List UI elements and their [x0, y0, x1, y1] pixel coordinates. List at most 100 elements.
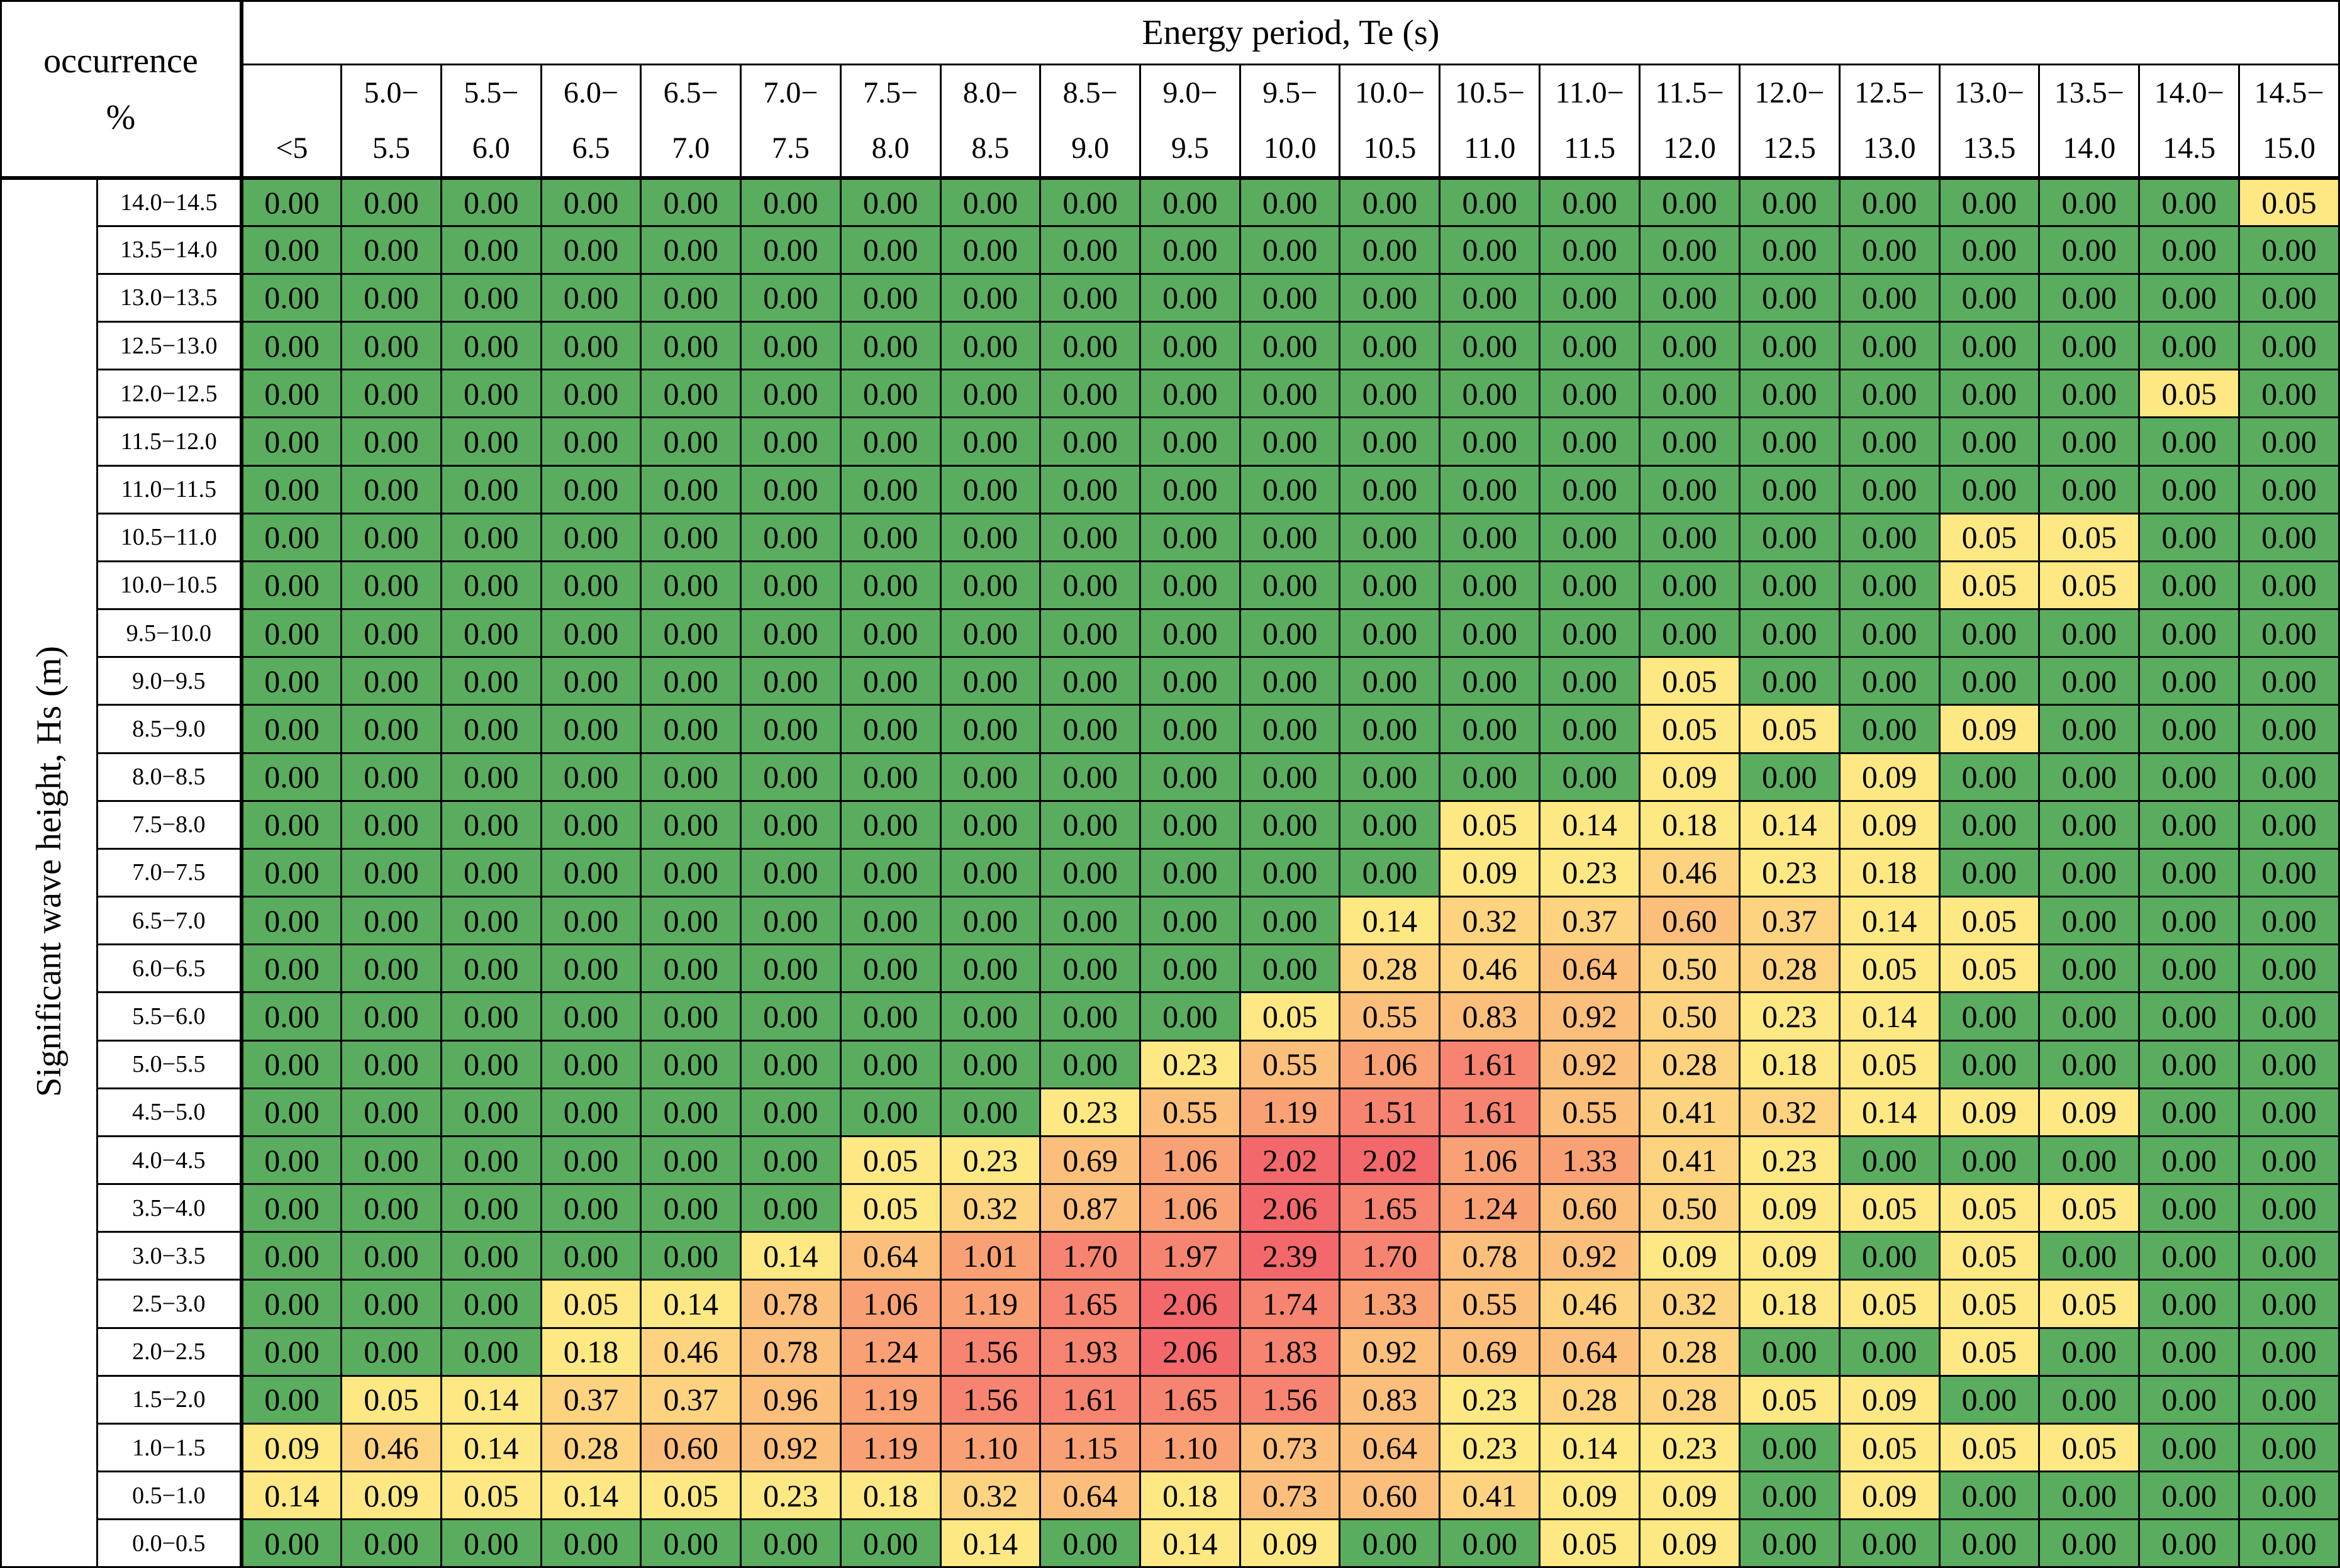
heatmap-cell: 0.00	[1539, 321, 1641, 371]
heatmap-cell: 0.00	[2138, 416, 2241, 467]
table-row: 6.0−6.5 0.00 0.00 0.00 0.00 0.00 0.00 0.00 0.00 0…	[1, 943, 2340, 994]
heatmap-cell: 0.00	[640, 225, 742, 275]
table-row: 8.5−9.0 0.00 0.00 0.00 0.00 0.00 0.00 0.00 0.00 0…	[1, 704, 2340, 754]
heatmap-cell: 0.00	[839, 991, 942, 1042]
column-header-line: 14.5−	[2254, 76, 2324, 109]
column-header-line: 12.5	[1763, 131, 1816, 165]
heatmap-cell: 0.00	[1838, 321, 1941, 371]
table-row: 10.5−11.0 0.00 0.00 0.00 0.00 0.00 0.00 0.00 0.0…	[1, 512, 2340, 562]
column-header-line: 5.5−	[464, 76, 519, 109]
heatmap-cell: 0.00	[1638, 512, 1741, 562]
heatmap-cell: 0.00	[1039, 1039, 1141, 1089]
heatmap-cell: 1.61	[1039, 1374, 1141, 1425]
heatmap-cell: 0.00	[1439, 464, 1541, 514]
heatmap-cell: 0.00	[1039, 799, 1141, 850]
heatmap-cell: 0.00	[1738, 369, 1841, 419]
heatmap-cell: 0.00	[2238, 656, 2340, 706]
heatmap-cell: 0.14	[1539, 1422, 1641, 1473]
row-header: 14.0−14.5	[96, 177, 243, 227]
heatmap-cell: 0.73	[1239, 1422, 1341, 1473]
column-header-line: 5.5	[372, 131, 410, 165]
heatmap-cell: 0.00	[2138, 656, 2241, 706]
column-header-line: 7.5	[771, 131, 810, 165]
heatmap-cell: 0.00	[540, 560, 642, 611]
column-header: 5.5− 6.0	[440, 64, 542, 180]
heatmap-cell: 0.00	[440, 943, 542, 994]
heatmap-cell: 0.92	[1539, 1039, 1641, 1089]
row-header: 4.5−5.0	[96, 1087, 243, 1137]
heatmap-cell: 0.00	[1339, 464, 1441, 514]
column-header: 9.5− 10.0	[1239, 64, 1341, 180]
column-header-line: 10.0−	[1354, 76, 1425, 109]
heatmap-cell: 0.00	[240, 512, 343, 562]
heatmap-cell: 0.00	[240, 177, 343, 227]
heatmap-cell: 0.00	[1039, 704, 1141, 754]
heatmap-cell: 0.00	[1938, 1039, 2041, 1089]
heatmap-cell: 0.05	[640, 1471, 742, 1521]
heatmap-cell: 1.65	[1339, 1183, 1441, 1233]
heatmap-cell: 0.14	[440, 1374, 542, 1425]
heatmap-cell: 0.18	[540, 1326, 642, 1377]
heatmap-cell: 0.00	[440, 1279, 542, 1329]
heatmap-cell: 0.00	[740, 1518, 842, 1568]
heatmap-cell: 0.00	[640, 1135, 742, 1186]
heatmap-cell: 0.05	[1738, 1374, 1841, 1425]
heatmap-cell: 0.00	[540, 608, 642, 659]
heatmap-cell: 0.00	[2038, 656, 2141, 706]
heatmap-cell: 0.00	[240, 1518, 343, 1568]
heatmap-cell: 0.14	[1838, 1087, 1941, 1137]
column-header-line: 12.0	[1663, 131, 1716, 165]
heatmap-cell: 0.00	[1838, 464, 1941, 514]
heatmap-cell: 0.00	[2038, 1326, 2141, 1377]
heatmap-cell: 0.00	[939, 896, 1042, 946]
heatmap-cell: 0.00	[1539, 464, 1641, 514]
column-header-line: 14.5	[2163, 131, 2216, 165]
heatmap-cell: 0.00	[1039, 847, 1141, 898]
heatmap-cell: 1.70	[1339, 1231, 1441, 1281]
heatmap-cell: 1.10	[1139, 1422, 1241, 1473]
heatmap-cell: 0.00	[839, 1039, 942, 1089]
heatmap-cell: 0.05	[1938, 896, 2041, 946]
heatmap-cell: 1.51	[1339, 1087, 1441, 1137]
heatmap-cell: 0.00	[1738, 560, 1841, 611]
heatmap-cell: 0.00	[740, 1087, 842, 1137]
heatmap-cell: 0.00	[440, 896, 542, 946]
heatmap-cell: 0.00	[939, 847, 1042, 898]
heatmap-cell: 0.00	[340, 1135, 442, 1186]
table-row: 0.5−1.0 0.14 0.09 0.05 0.14 0.05 0.23 0.18 0.32 0…	[1, 1471, 2340, 1521]
heatmap-cell: 0.00	[240, 704, 343, 754]
row-header: 7.5−8.0	[96, 799, 243, 850]
heatmap-cell: 0.00	[1838, 177, 1941, 227]
heatmap-cell: 0.46	[640, 1326, 742, 1377]
y-axis-title: Significant wave height, Hs (m)	[29, 646, 69, 1098]
heatmap-cell: 0.46	[1439, 943, 1541, 994]
heatmap-cell: 0.00	[1439, 177, 1541, 227]
heatmap-cell: 0.00	[1139, 512, 1241, 562]
heatmap-cell: 0.37	[1738, 896, 1841, 946]
heatmap-cell: 0.00	[1239, 847, 1341, 898]
heatmap-cell: 0.00	[340, 464, 442, 514]
heatmap-cell: 0.00	[1439, 512, 1541, 562]
heatmap-cell: 0.83	[1339, 1374, 1441, 1425]
heatmap-cell: 0.00	[340, 225, 442, 275]
heatmap-cell: 0.00	[540, 896, 642, 946]
heatmap-cell: 0.00	[340, 1231, 442, 1281]
heatmap-cell: 0.18	[1738, 1279, 1841, 1329]
heatmap-cell: 0.00	[240, 1135, 343, 1186]
heatmap-cell: 0.00	[1539, 560, 1641, 611]
heatmap-cell: 0.50	[1638, 1183, 1741, 1233]
column-header-line: 8.0	[871, 131, 910, 165]
heatmap-cell: 0.00	[1938, 1135, 2041, 1186]
heatmap-cell: 0.00	[1139, 560, 1241, 611]
heatmap-cell: 0.00	[740, 1183, 842, 1233]
heatmap-cell: 1.33	[1339, 1279, 1441, 1329]
column-header-line: 9.5−	[1262, 76, 1318, 109]
heatmap-cell: 0.00	[340, 991, 442, 1042]
table-row: 13.5−14.0 0.00 0.00 0.00 0.00 0.00 0.00 0.00 0.0…	[1, 225, 2340, 275]
heatmap-cell: 0.00	[1139, 943, 1241, 994]
heatmap-cell: 0.00	[1239, 608, 1341, 659]
heatmap-cell: 1.19	[839, 1422, 942, 1473]
row-header: 4.0−4.5	[96, 1135, 243, 1186]
heatmap-cell: 0.00	[1938, 656, 2041, 706]
heatmap-cell: 0.00	[2138, 177, 2241, 227]
